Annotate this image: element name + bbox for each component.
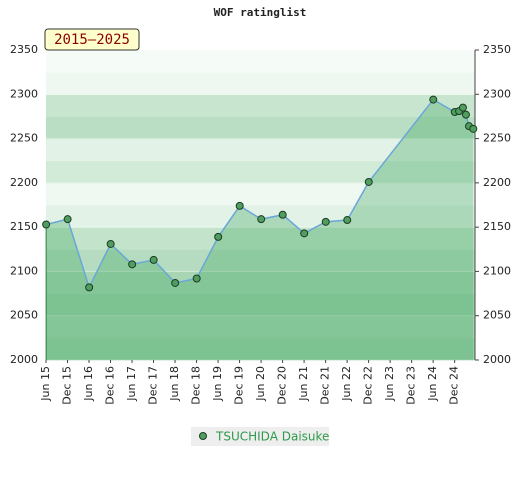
background-band	[46, 72, 475, 95]
y2-tick-label: 2250	[483, 132, 511, 145]
point	[214, 232, 223, 241]
x-tick-label: Dec 18	[190, 366, 203, 405]
x-tick-label: Jun 15	[39, 366, 52, 402]
background-band	[46, 94, 475, 117]
x-tick-label: Jun 19	[211, 366, 224, 402]
background-band	[46, 271, 475, 295]
x-tick-label: Jun 18	[168, 366, 181, 402]
y2-tick-label: 2350	[483, 43, 511, 56]
y-tick-label: 2300	[10, 87, 38, 100]
y-tick-label: 2350	[10, 43, 38, 56]
x-tick-label: Dec 20	[276, 366, 289, 405]
x-tick-label: Jun 24	[426, 366, 439, 402]
background-band	[46, 182, 475, 206]
background-band	[46, 227, 475, 250]
point	[278, 210, 287, 219]
point	[469, 124, 478, 133]
background-band	[46, 160, 475, 184]
y2-tick-label: 2000	[483, 353, 511, 366]
badge: 2015–2025	[54, 32, 130, 48]
point	[149, 255, 158, 264]
x-tick-label: Jun 17	[125, 366, 138, 402]
legend-label: TSUCHIDA Daisuke	[215, 430, 329, 444]
point	[192, 274, 201, 283]
point	[321, 217, 330, 226]
x-tick-label: Jun 23	[383, 366, 396, 402]
background-band	[46, 293, 475, 317]
point	[461, 110, 470, 119]
point	[429, 95, 438, 104]
x-tick-label: Dec 24	[448, 366, 461, 405]
y-tick-label: 2000	[10, 353, 38, 366]
point	[171, 278, 180, 287]
background-band	[46, 138, 475, 162]
y-tick-label: 2150	[10, 220, 38, 233]
point	[106, 239, 115, 248]
point	[42, 220, 51, 229]
y2-tick-label: 2150	[483, 220, 511, 233]
y-tick-label: 2050	[10, 309, 38, 322]
x-tick-label: Dec 22	[362, 366, 375, 405]
point	[63, 215, 72, 224]
area	[46, 99, 474, 360]
x-tick-label: Dec 23	[405, 366, 418, 405]
legend-marker	[199, 432, 207, 440]
background-band	[46, 337, 475, 361]
point	[364, 177, 373, 186]
point	[300, 229, 309, 238]
point	[458, 103, 467, 112]
chart-title: WOF ratinglist	[214, 6, 307, 19]
x-tick-label: Dec 15	[61, 366, 74, 405]
y2-tick-label: 2200	[483, 176, 511, 189]
legend-box	[191, 427, 329, 446]
y2-tick-label: 2050	[483, 309, 511, 322]
background-band	[46, 249, 475, 272]
y2-tick-label: 2300	[483, 87, 511, 100]
y2-tick-label: 2100	[483, 264, 511, 277]
y-tick-label: 2200	[10, 176, 38, 189]
point	[235, 201, 244, 210]
point	[343, 216, 352, 225]
y-tick-label: 2250	[10, 132, 38, 145]
background-band	[46, 315, 475, 339]
x-tick-label: Dec 21	[319, 366, 332, 405]
y-tick-label: 2100	[10, 264, 38, 277]
x-tick-label: Jun 16	[82, 366, 95, 402]
point	[85, 283, 94, 292]
x-tick-label: Jun 21	[297, 366, 310, 402]
x-tick-label: Jun 22	[340, 366, 353, 402]
background-band	[46, 50, 475, 73]
x-tick-label: Dec 19	[233, 366, 246, 405]
x-tick-label: Jun 20	[254, 366, 267, 402]
x-tick-label: Dec 16	[104, 366, 117, 405]
badge-box	[44, 28, 140, 51]
point	[257, 215, 266, 224]
point	[128, 260, 137, 269]
background-band	[46, 116, 475, 140]
x-tick-label: Dec 17	[147, 366, 160, 405]
